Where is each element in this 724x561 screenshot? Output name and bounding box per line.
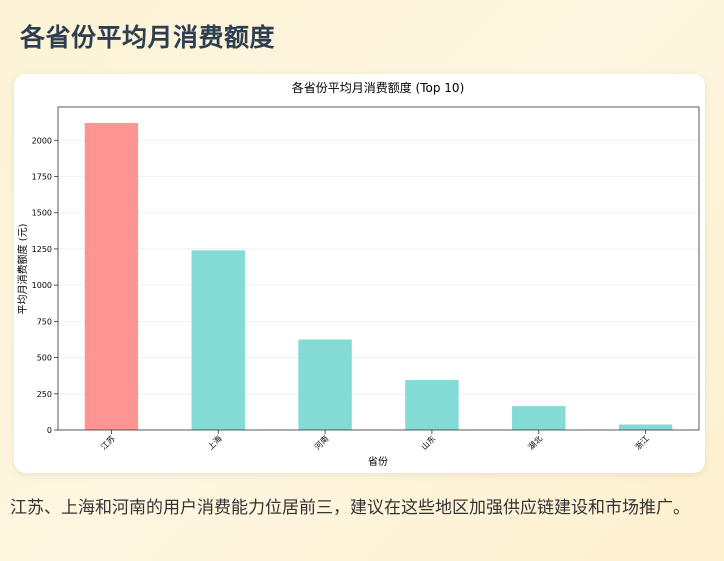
bar-0 xyxy=(84,122,139,430)
x-tick-label: 山东 xyxy=(419,433,437,451)
page-title: 各省份平均月消费额度 xyxy=(20,23,276,52)
y-tick-label: 250 xyxy=(37,390,52,399)
y-axis-ticks: 0 250 500 750 1000 1250 1500 1750 2000 xyxy=(32,136,58,435)
chart-card: 各省份平均月消费额度 (Top 10) 0 250 500 750 1000 1250 15… xyxy=(14,74,705,473)
bar-2 xyxy=(298,339,352,430)
bar-layer xyxy=(84,122,673,430)
y-tick-label: 1000 xyxy=(32,281,52,290)
x-tick-label: 湖北 xyxy=(526,434,544,452)
y-tick-label: 1250 xyxy=(32,245,52,254)
bar-4 xyxy=(512,406,566,430)
x-tick-label: 浙江 xyxy=(633,433,651,451)
x-tick-label: 河南 xyxy=(312,433,330,451)
y-tick-label: 500 xyxy=(37,354,52,363)
bar-5 xyxy=(618,424,673,430)
bar-1 xyxy=(191,250,245,430)
x-tick-label: 江苏 xyxy=(98,433,116,451)
y-tick-label: 750 xyxy=(37,317,52,326)
chart-title: 各省份平均月消费额度 (Top 10) xyxy=(292,80,465,95)
plot-frame xyxy=(57,106,700,431)
x-axis-label: 省份 xyxy=(368,455,388,468)
y-tick-label: 1750 xyxy=(32,173,52,182)
bar-chart: 各省份平均月消费额度 (Top 10) 0 250 500 750 1000 1250 15… xyxy=(16,80,700,468)
summary-text: 江苏、上海和河南的用户消费能力位居前三，建议在这些地区加强供应链建设和市场推广。 xyxy=(10,498,690,518)
y-axis-label: 平均月消费额度 (元) xyxy=(16,223,29,314)
y-tick-label: 1500 xyxy=(32,209,52,218)
x-tick-label: 上海 xyxy=(205,433,223,451)
y-tick-label: 2000 xyxy=(32,136,52,145)
bar-3 xyxy=(405,380,459,430)
grid-layer xyxy=(58,139,699,431)
y-tick-label: 0 xyxy=(47,426,52,435)
x-axis-ticks: 江苏 上海 河南 山东 湖北 浙江 xyxy=(98,430,651,452)
